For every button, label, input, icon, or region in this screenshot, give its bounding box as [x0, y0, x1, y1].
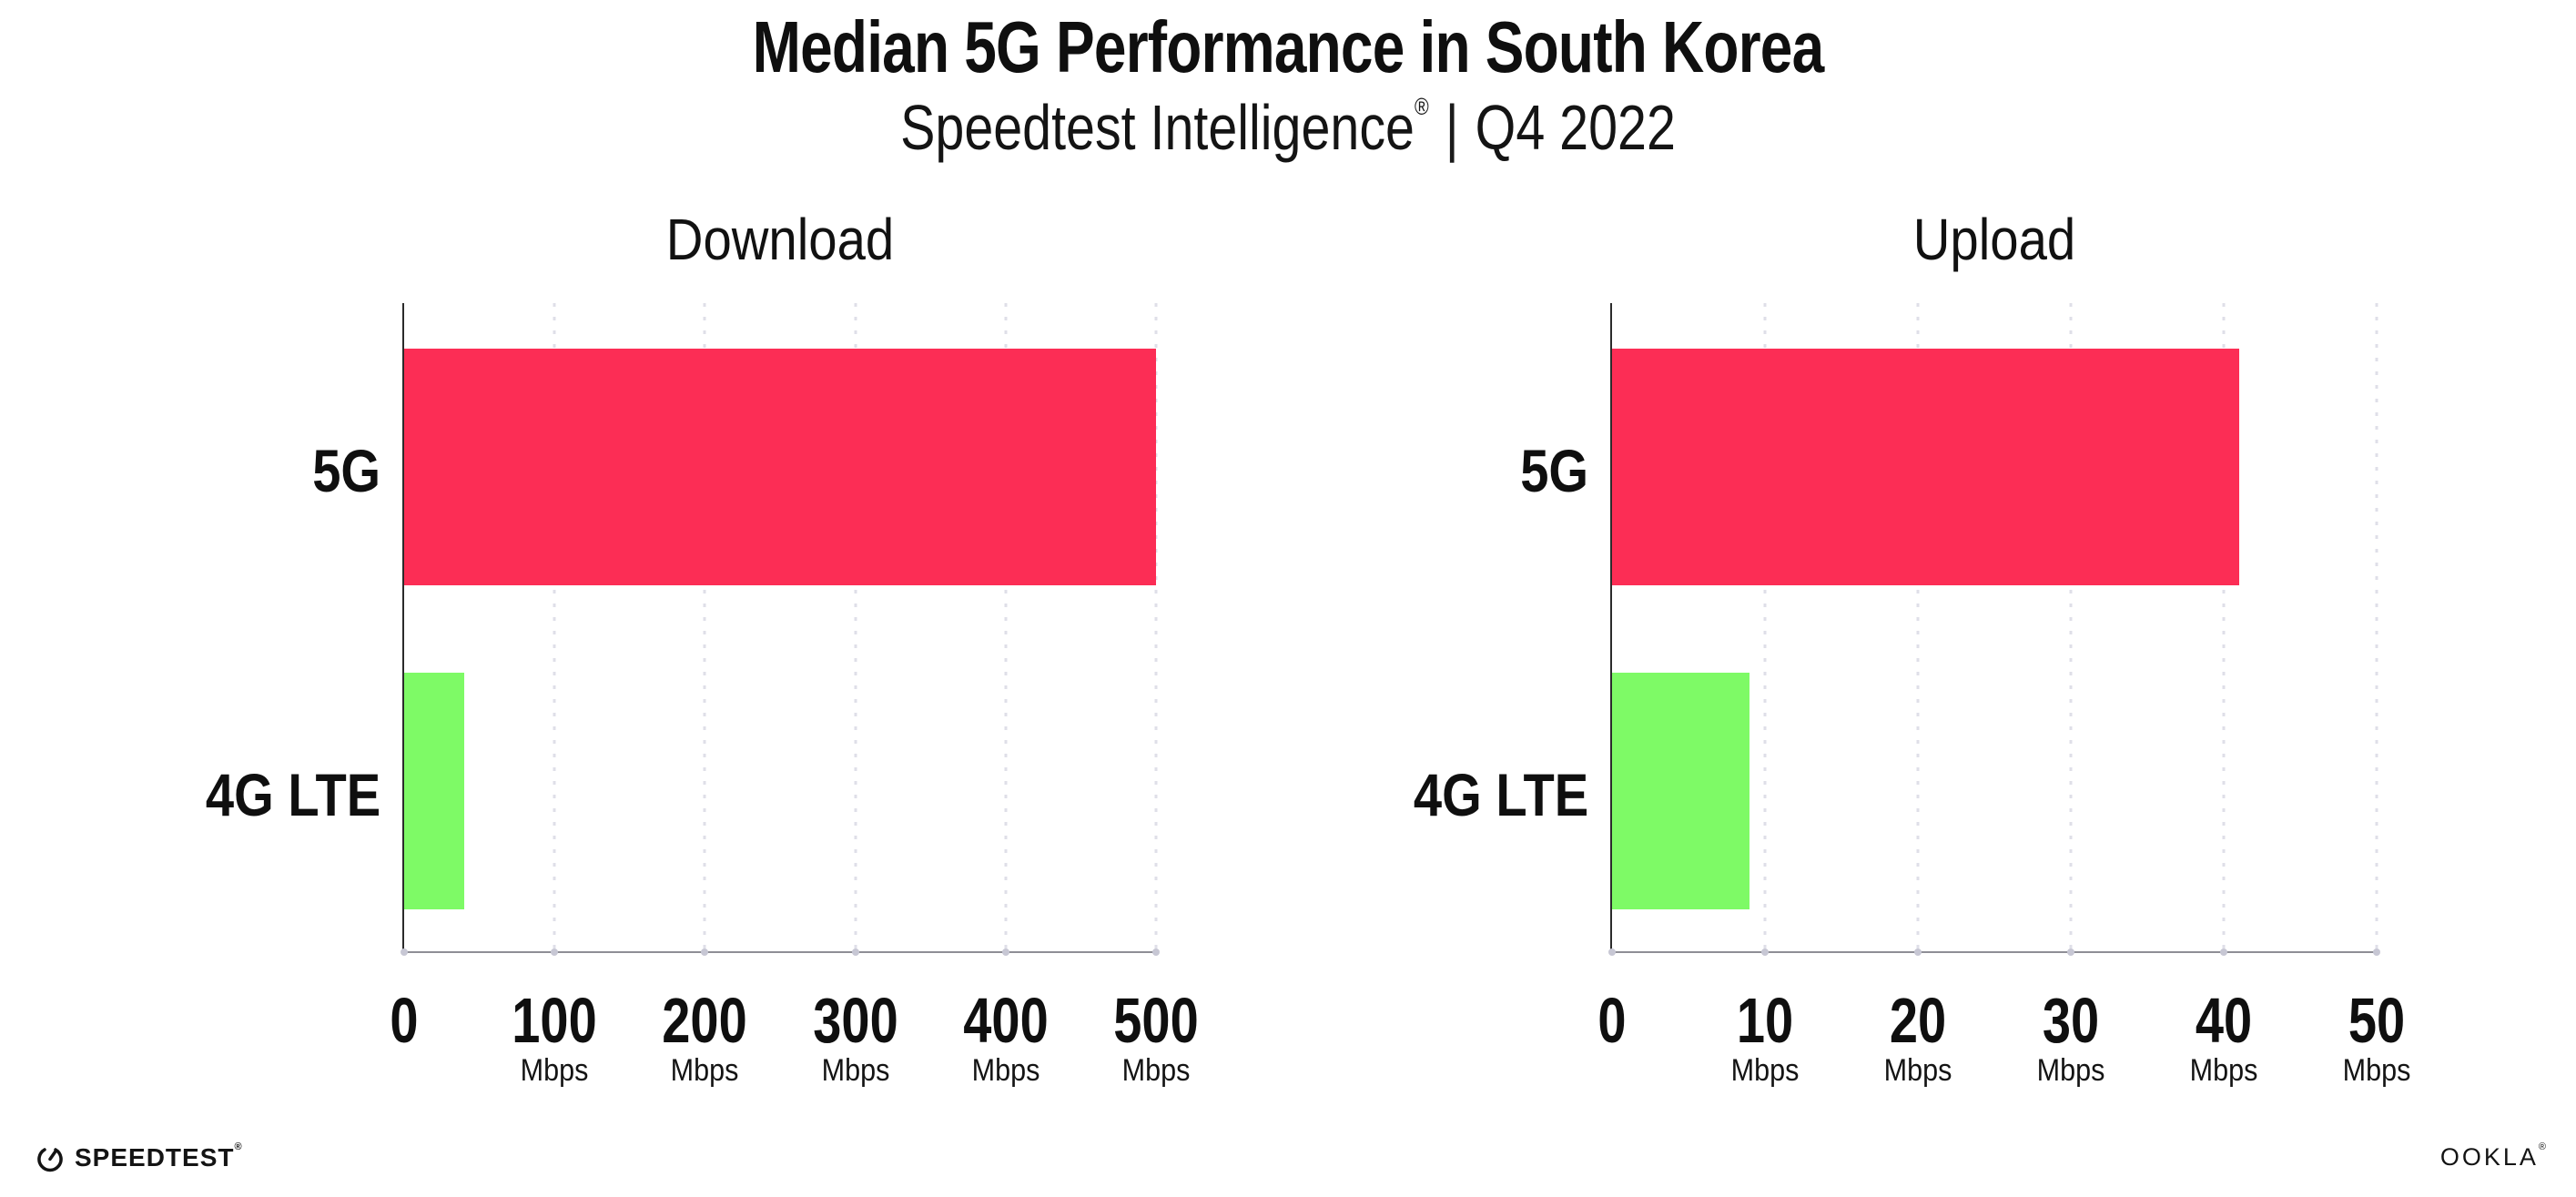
page-subtitle: Speedtest Intelligence® | Q4 2022 [232, 91, 2345, 164]
upload-chart-title: Upload [1912, 207, 2076, 272]
axis-tick-dot [1608, 948, 1616, 956]
speedtest-wordmark: SPEEDTEST® [75, 1141, 243, 1172]
x-tick-unit-label: Mbps [2189, 1053, 2258, 1088]
bar-4g-lte [404, 672, 465, 910]
x-axis-line [1610, 951, 2377, 953]
gridline-200 [703, 303, 706, 951]
axis-tick-dot [1001, 948, 1009, 956]
x-tick-unit-label: Mbps [1121, 1053, 1191, 1088]
subtitle-separator: | [1445, 92, 1459, 163]
x-tick-label: 20 [1889, 985, 1947, 1056]
x-tick-unit-label: Mbps [670, 1053, 739, 1088]
axis-tick-dot [1152, 948, 1160, 956]
ookla-registered-mark: ® [2538, 1141, 2549, 1152]
download-chart-title: Download [665, 207, 895, 272]
speedtest-registered-mark: ® [234, 1141, 243, 1152]
axis-tick-dot [551, 948, 559, 956]
y-axis-line [402, 303, 404, 951]
gridline-30 [2069, 303, 2073, 951]
gridline-20 [1916, 303, 1920, 951]
y-axis-line [1610, 303, 1612, 951]
registered-mark: ® [1414, 93, 1429, 120]
bar-5g [1612, 348, 2239, 586]
x-tick-unit-label: Mbps [2036, 1053, 2105, 1088]
gridline-100 [553, 303, 556, 951]
x-tick-label: 40 [2195, 985, 2253, 1056]
x-tick-label: 0 [390, 985, 419, 1056]
x-tick-unit-label: Mbps [971, 1053, 1040, 1088]
gridline-500 [1154, 303, 1158, 951]
category-label-5g: 5G [312, 437, 380, 505]
category-label-4g-lte: 4G LTE [205, 761, 380, 829]
axis-tick-dot [2067, 948, 2074, 956]
upload-plot-area: 0 10 Mbps 20 Mbps 30 Mbps 40 Mbps 50 Mbps 5G 4G LTE [1414, 303, 2410, 1088]
x-tick-label: 400 [963, 985, 1049, 1056]
x-tick-label: 0 [1597, 985, 1627, 1056]
x-tick-label: 50 [2348, 985, 2406, 1056]
x-tick-unit-label: Mbps [1730, 1053, 1800, 1088]
x-tick-unit-label: Mbps [821, 1053, 890, 1088]
x-tick-label: 30 [2042, 985, 2100, 1056]
gridline-300 [854, 303, 857, 951]
axis-tick-dot [1914, 948, 1922, 956]
gridline-40 [2222, 303, 2226, 951]
subtitle-period: Q4 2022 [1475, 92, 1676, 163]
axis-tick-dot [2373, 948, 2380, 956]
gridline-50 [2375, 303, 2378, 951]
x-tick-label: 300 [812, 985, 898, 1056]
download-plot-area: 0 100 Mbps 200 Mbps 300 Mbps 400 Mbps 500 Mbps 5G 4G… [206, 303, 1199, 1088]
bar-4g-lte [1612, 672, 1750, 910]
ookla-logo: OOKLA® [2439, 1141, 2549, 1172]
x-tick-unit-label: Mbps [1883, 1053, 1952, 1088]
gridline-400 [1004, 303, 1008, 951]
x-tick-label: 10 [1736, 985, 1794, 1056]
x-tick-unit-label: Mbps [2342, 1053, 2411, 1088]
category-label-4g-lte: 4G LTE [1413, 761, 1588, 829]
axis-tick-dot [701, 948, 709, 956]
axis-tick-dot [1761, 948, 1769, 956]
speedtest-logo: SPEEDTEST® [35, 1141, 243, 1173]
subtitle-brand: Speedtest Intelligence [900, 92, 1415, 163]
gridline-10 [1763, 303, 1767, 951]
x-tick-label: 100 [512, 985, 597, 1056]
x-tick-label: 200 [662, 985, 748, 1056]
axis-tick-dot [401, 948, 408, 956]
page-title: Median 5G Performance in South Korea [752, 6, 1825, 87]
category-label-5g: 5G [1520, 437, 1588, 505]
x-tick-label: 500 [1113, 985, 1199, 1056]
axis-tick-dot [851, 948, 859, 956]
x-axis-line [402, 951, 1156, 953]
speedtest-gauge-icon [37, 1148, 63, 1172]
bar-5g [404, 348, 1156, 586]
axis-tick-dot [2220, 948, 2227, 956]
ookla-wordmark: OOKLA [2439, 1143, 2539, 1171]
x-tick-unit-label: Mbps [520, 1053, 589, 1088]
